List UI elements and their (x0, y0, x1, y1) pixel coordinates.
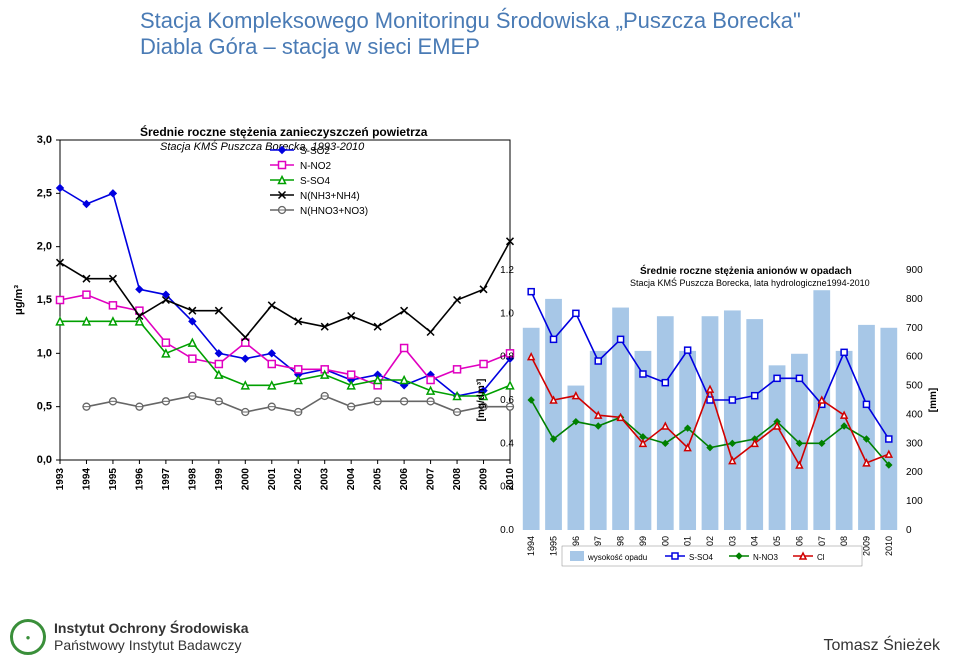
svg-text:Średnie roczne stężenia zaniec: Średnie roczne stężenia zanieczyszczeń p… (140, 124, 428, 139)
page-title: Stacja Kompleksowego Monitoringu Środowi… (140, 8, 801, 34)
svg-text:0,5: 0,5 (37, 401, 52, 413)
svg-text:Cl: Cl (817, 553, 825, 562)
svg-text:2001: 2001 (267, 468, 278, 490)
svg-text:0.4: 0.4 (500, 438, 514, 449)
svg-text:1.0: 1.0 (500, 308, 514, 319)
svg-text:Stacja KMŚ Puszcza Borecka, 19: Stacja KMŚ Puszcza Borecka, 1993-2010 (160, 140, 365, 153)
page-subtitle: Diabla Góra – stacja w sieci EMEP (140, 34, 801, 60)
svg-text:3,0: 3,0 (37, 134, 52, 146)
svg-text:N-NO3: N-NO3 (753, 553, 778, 562)
svg-text:N(HNO3+NO3): N(HNO3+NO3) (300, 206, 368, 217)
svg-text:[mm]: [mm] (928, 388, 939, 412)
svg-text:2002: 2002 (293, 468, 304, 490)
svg-text:600: 600 (906, 352, 923, 363)
svg-text:S-SO2: S-SO2 (300, 146, 330, 157)
svg-text:1999: 1999 (214, 468, 225, 490)
svg-text:1994: 1994 (526, 536, 536, 556)
svg-text:2005: 2005 (373, 468, 384, 490)
svg-text:2008: 2008 (452, 468, 463, 490)
footer-line1: Instytut Ochrony Środowiska (54, 620, 248, 637)
svg-text:1997: 1997 (161, 468, 172, 490)
svg-text:200: 200 (906, 467, 923, 478)
svg-text:2,5: 2,5 (37, 187, 52, 199)
svg-text:0.2: 0.2 (500, 482, 514, 493)
logo-icon: ● (10, 619, 46, 655)
svg-text:300: 300 (906, 438, 923, 449)
svg-text:2009: 2009 (861, 536, 871, 556)
svg-text:1993: 1993 (55, 468, 66, 490)
svg-text:S-SO4: S-SO4 (689, 553, 714, 562)
svg-text:700: 700 (906, 323, 923, 334)
svg-text:1,5: 1,5 (37, 294, 52, 306)
svg-text:0,0: 0,0 (37, 454, 52, 466)
svg-text:100: 100 (906, 496, 923, 507)
svg-text:1995: 1995 (549, 536, 559, 556)
chart1-air: 0,0 0,5 1,0 1,5 2,0 2,5 3,0 1993 1994 1995 1996 199… (10, 120, 530, 490)
svg-text:0.0: 0.0 (500, 525, 514, 536)
svg-text:1.2: 1.2 (500, 265, 514, 276)
svg-text:0.6: 0.6 (500, 395, 514, 406)
svg-text:S-SO4: S-SO4 (300, 176, 330, 187)
svg-text:2010: 2010 (884, 536, 894, 556)
svg-text:1996: 1996 (134, 468, 145, 490)
svg-text:500: 500 (906, 381, 923, 392)
footer: ● Instytut Ochrony Środowiska Państwowy … (10, 619, 248, 655)
svg-text:wysokość opadu: wysokość opadu (587, 553, 647, 562)
svg-text:1995: 1995 (108, 468, 119, 490)
svg-text:0.8: 0.8 (500, 352, 514, 363)
svg-text:1998: 1998 (187, 468, 198, 490)
svg-text:N-NO2: N-NO2 (300, 161, 332, 172)
svg-text:2004: 2004 (346, 468, 357, 490)
svg-text:Stacja KMŚ Puszcza Borecka, la: Stacja KMŚ Puszcza Borecka, lata hydrolo… (630, 277, 870, 288)
svg-text:N(NH3+NH4): N(NH3+NH4) (300, 191, 360, 202)
svg-text:2000: 2000 (240, 468, 251, 490)
svg-text:[mg/dm³]: [mg/dm³] (476, 379, 487, 422)
footer-line2: Państwowy Instytut Badawczy (54, 637, 248, 654)
svg-text:1994: 1994 (81, 468, 92, 490)
author: Tomasz Śnieżek (824, 637, 941, 655)
svg-text:1,0: 1,0 (37, 347, 52, 359)
svg-text:0: 0 (906, 525, 912, 536)
svg-text:2006: 2006 (399, 468, 410, 490)
svg-text:400: 400 (906, 409, 923, 420)
svg-text:μg/m³: μg/m³ (13, 285, 25, 315)
svg-text:Średnie roczne stężenia anionó: Średnie roczne stężenia anionów w opadac… (640, 264, 852, 277)
svg-text:800: 800 (906, 294, 923, 305)
svg-text:2003: 2003 (320, 468, 331, 490)
svg-text:2007: 2007 (426, 468, 437, 490)
svg-text:900: 900 (906, 265, 923, 276)
chart2-precip: 0.0 0.2 0.4 0.6 0.8 1.0 1.2 0 100 200 300 400 500 600… (470, 260, 950, 600)
svg-text:2,0: 2,0 (37, 241, 52, 253)
